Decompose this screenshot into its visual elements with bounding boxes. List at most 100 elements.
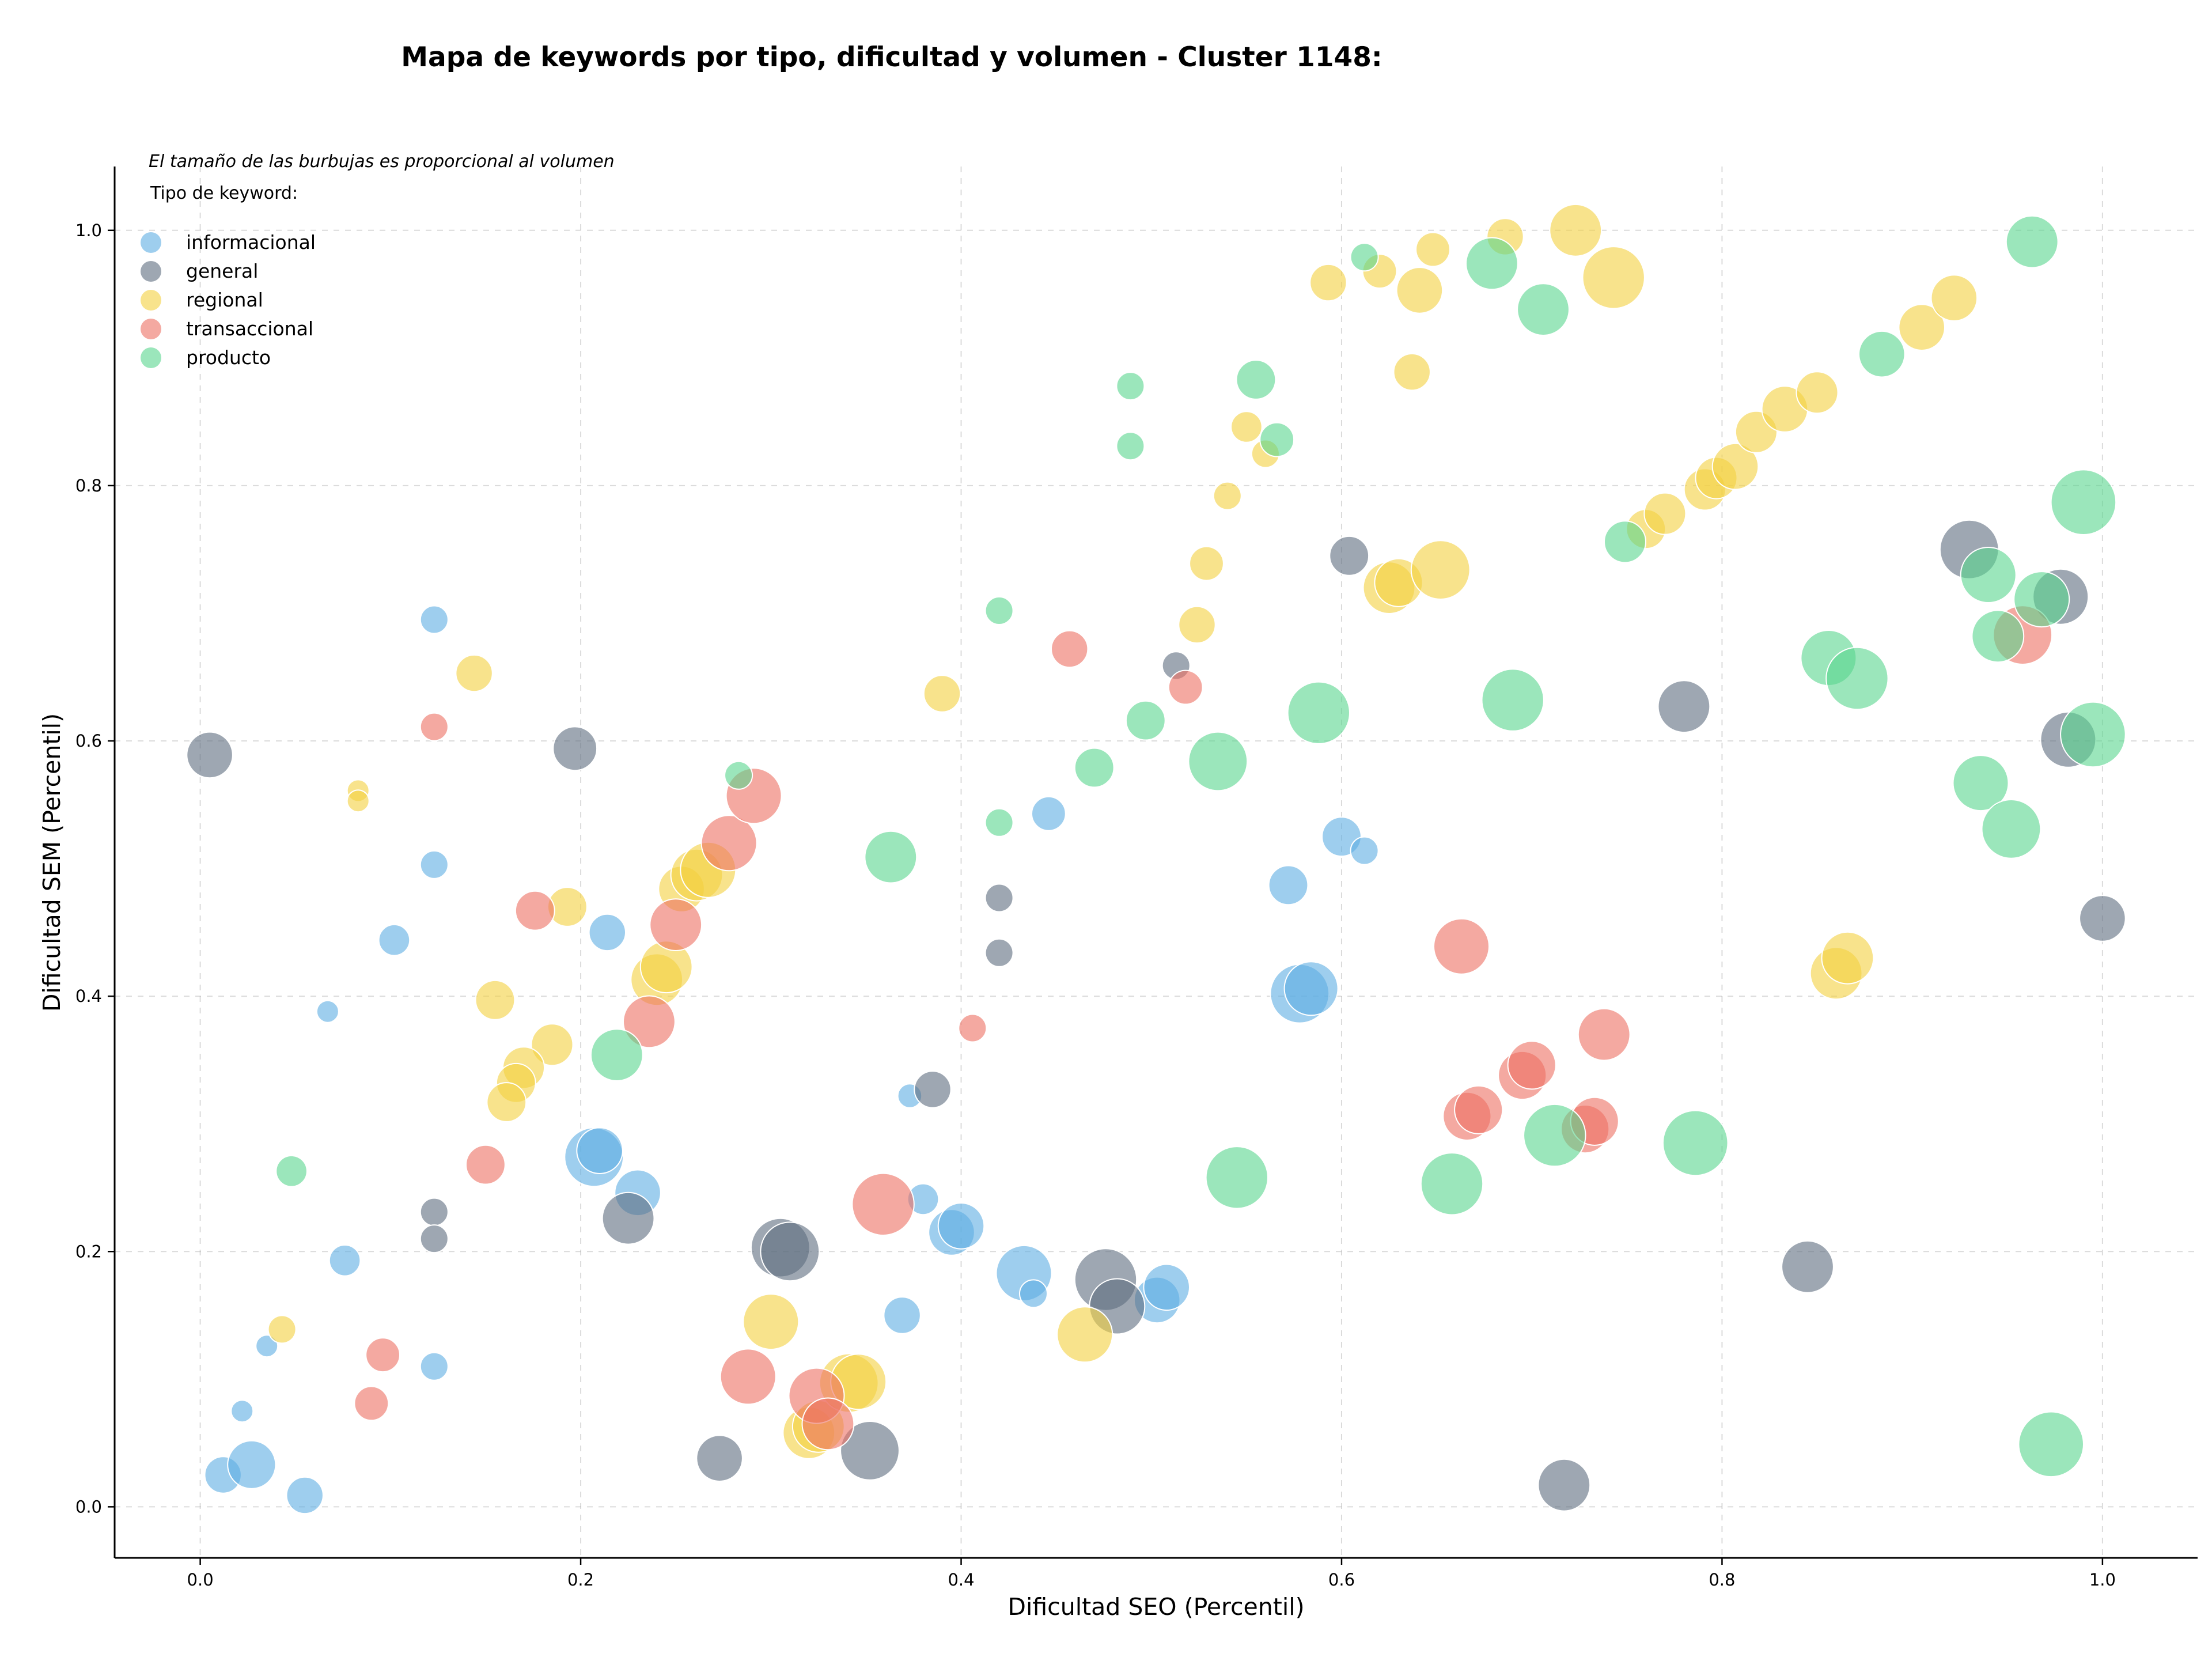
bubble-general [1781, 1240, 1834, 1293]
bubble-producto [2013, 571, 2070, 628]
bubble-producto [2060, 701, 2126, 768]
bubble-informacional [419, 605, 449, 634]
bubble-producto [724, 760, 753, 790]
y-tick-label: 0.6 [75, 731, 102, 751]
bubble-general [760, 1221, 820, 1282]
bubble-informacional [937, 1202, 985, 1250]
bubble-general [2079, 895, 2126, 942]
bubble-producto [1350, 243, 1379, 272]
bubble-general [419, 1197, 449, 1227]
legend-label-informacional: informacional [186, 231, 316, 253]
bubble-informacional [588, 913, 627, 952]
bubble-producto [275, 1155, 308, 1187]
bubble-transaccional [801, 1397, 855, 1451]
bubble-informacional [1031, 796, 1066, 831]
bubble-transaccional [354, 1386, 389, 1421]
bubble-regional [743, 1293, 800, 1350]
bubble-producto [1287, 681, 1351, 745]
x-tick-label: 1.0 [2089, 1570, 2116, 1590]
bubble-producto [1236, 360, 1277, 400]
x-tick-label: 0.6 [1328, 1570, 1355, 1590]
bubble-general [601, 1191, 655, 1245]
bubble-producto [984, 808, 1014, 837]
bubble-regional [267, 1315, 297, 1344]
bubble-producto [1259, 422, 1295, 457]
bubble-informacional [883, 1296, 921, 1334]
bubble-producto [1205, 1146, 1269, 1209]
bubble-producto [1971, 610, 2025, 663]
x-tick-label: 0.4 [948, 1570, 974, 1590]
bubble-producto [984, 596, 1014, 625]
bubble-producto [1662, 1110, 1729, 1176]
bubble-informacional [1268, 865, 1309, 906]
bubble-regional [923, 675, 961, 713]
bubble-regional [1549, 203, 1603, 257]
bubble-informacional [419, 1352, 449, 1381]
bubble-regional [1393, 353, 1431, 391]
legend-marker-regional [141, 290, 161, 311]
bubble-transaccional [1433, 918, 1490, 975]
bubble-regional [531, 1023, 574, 1066]
bubble-informacional [1283, 961, 1339, 1016]
legend-title: Tipo de keyword: [150, 183, 298, 203]
bubble-informacional [419, 850, 449, 879]
bubble-regional [1230, 411, 1263, 443]
bubble-transaccional [514, 890, 555, 931]
bubble-producto [1074, 747, 1115, 788]
legend-marker-informacional [141, 232, 161, 253]
bubble-transaccional [623, 995, 676, 1049]
bubble-regional [1930, 274, 1978, 322]
bubble-layer [186, 203, 2126, 1515]
bubble-producto [1125, 700, 1166, 741]
bubble-informacional [1143, 1263, 1190, 1311]
bubble-transaccional [851, 1172, 915, 1236]
bubble-producto [1517, 283, 1570, 336]
chart-title: Mapa de keywords por tipo, dificultad y … [401, 41, 1382, 73]
bubble-regional [1178, 606, 1216, 644]
legend-marker-transaccional [141, 319, 161, 339]
bubble-general [984, 938, 1014, 967]
bubble-regional [346, 789, 370, 813]
bubble-regional [1796, 371, 1839, 414]
grid [115, 167, 2198, 1558]
legend: informacional general regional transacciona… [141, 231, 316, 369]
bubble-producto [1465, 237, 1518, 290]
y-tick-label: 1.0 [75, 221, 102, 240]
legend-label-regional: regional [186, 289, 263, 311]
bubble-informacional [378, 924, 411, 956]
bubble-transaccional [1454, 1085, 1503, 1134]
bubble-general [552, 726, 598, 771]
bubble-informacional [230, 1399, 254, 1423]
bubble-informacional [576, 1127, 623, 1174]
bubble-producto [1116, 432, 1145, 461]
legend-label-producto: producto [186, 346, 271, 369]
bubble-producto [2050, 469, 2117, 536]
bubble-general [914, 1070, 952, 1108]
bubble-regional [1056, 1306, 1113, 1363]
y-tick-label: 0.8 [75, 476, 102, 495]
bubble-producto [2018, 1411, 2084, 1478]
bubble-general [840, 1421, 900, 1481]
bubble-informacional [255, 1334, 279, 1358]
bubble-transaccional [419, 712, 449, 741]
bubble-producto [1523, 1103, 1586, 1167]
bubble-regional [1213, 481, 1242, 510]
bubble-producto [1604, 520, 1646, 563]
bubble-informacional [316, 1000, 339, 1023]
bubble-regional [1821, 931, 1874, 985]
ticks: 0.0 0.2 0.4 0.6 0.8 1.0 0.0 0.2 0.4 0.6 0.8 1.0 [75, 221, 2116, 1590]
bubble-general [419, 1224, 449, 1254]
bubble-general [696, 1435, 743, 1482]
bubble-producto [1858, 330, 1906, 378]
legend-label-transaccional: transaccional [186, 317, 313, 340]
bubble-transaccional [700, 815, 757, 872]
bubble-informacional [1019, 1279, 1048, 1308]
bubble-producto [1952, 755, 2009, 812]
size-note: El tamaño de las burbujas es proporciona… [149, 152, 615, 172]
x-tick-label: 0.0 [187, 1570, 214, 1590]
bubble-producto [2005, 215, 2059, 268]
bubble-transaccional [649, 898, 703, 951]
y-axis-label: Dificultad SEM (Percentil) [38, 713, 66, 1012]
bubble-transaccional [1051, 630, 1089, 668]
bubble-producto [590, 1028, 643, 1081]
